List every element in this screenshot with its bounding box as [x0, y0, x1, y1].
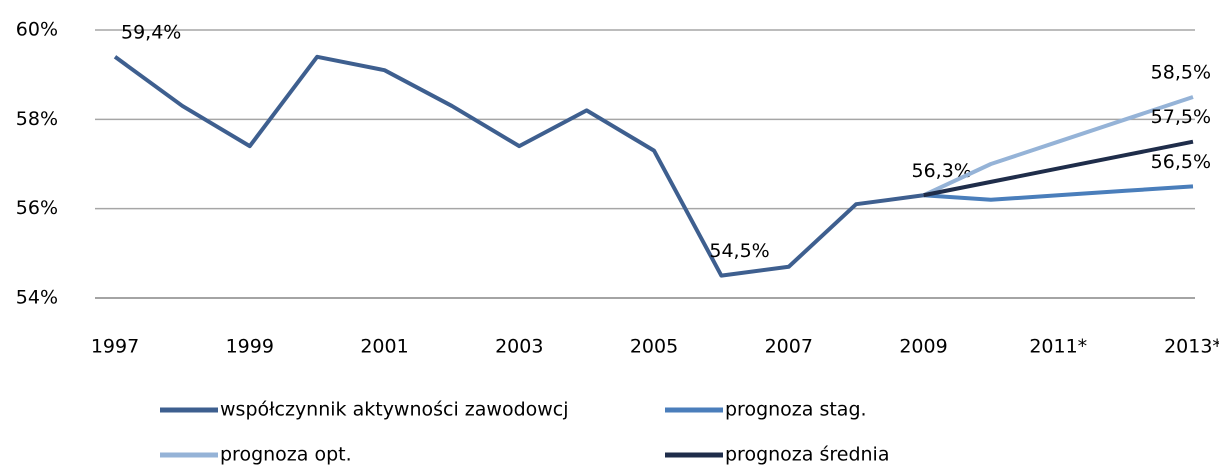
x-tick-label: 2007 [765, 336, 813, 358]
x-tick-label: 1997 [91, 336, 139, 358]
legend-label: prognoza opt. [220, 444, 352, 466]
x-tick-label: 2013* [1164, 336, 1219, 358]
series-line [113, 54, 924, 278]
data-label: 58,5% [1151, 62, 1211, 84]
data-label: 57,5% [1151, 106, 1211, 128]
legend-label: prognoza stag. [725, 399, 867, 421]
series-line [922, 95, 1194, 198]
y-tick-label: 58% [16, 108, 58, 130]
x-tick-label: 2011* [1029, 336, 1087, 358]
data-label: 59,4% [121, 21, 181, 43]
x-tick-label: 2005 [630, 336, 678, 358]
data-label: 54,5% [709, 240, 769, 262]
y-tick-label: 56% [16, 197, 58, 219]
series-line [923, 184, 1194, 202]
y-tick-label: 60% [16, 19, 58, 41]
legend-label: współczynnik aktywności zawodowcj [220, 399, 569, 421]
x-tick-label: 2003 [495, 336, 543, 358]
data-label: 56,5% [1151, 151, 1211, 173]
x-tick-label: 2001 [360, 336, 408, 358]
y-tick-label: 54% [16, 287, 58, 309]
x-tick-label: 1999 [226, 336, 274, 358]
data-label: 56,3% [912, 160, 972, 182]
legend-label: prognoza średnia [725, 444, 889, 466]
series-line [923, 139, 1194, 198]
x-tick-label: 2009 [899, 336, 947, 358]
